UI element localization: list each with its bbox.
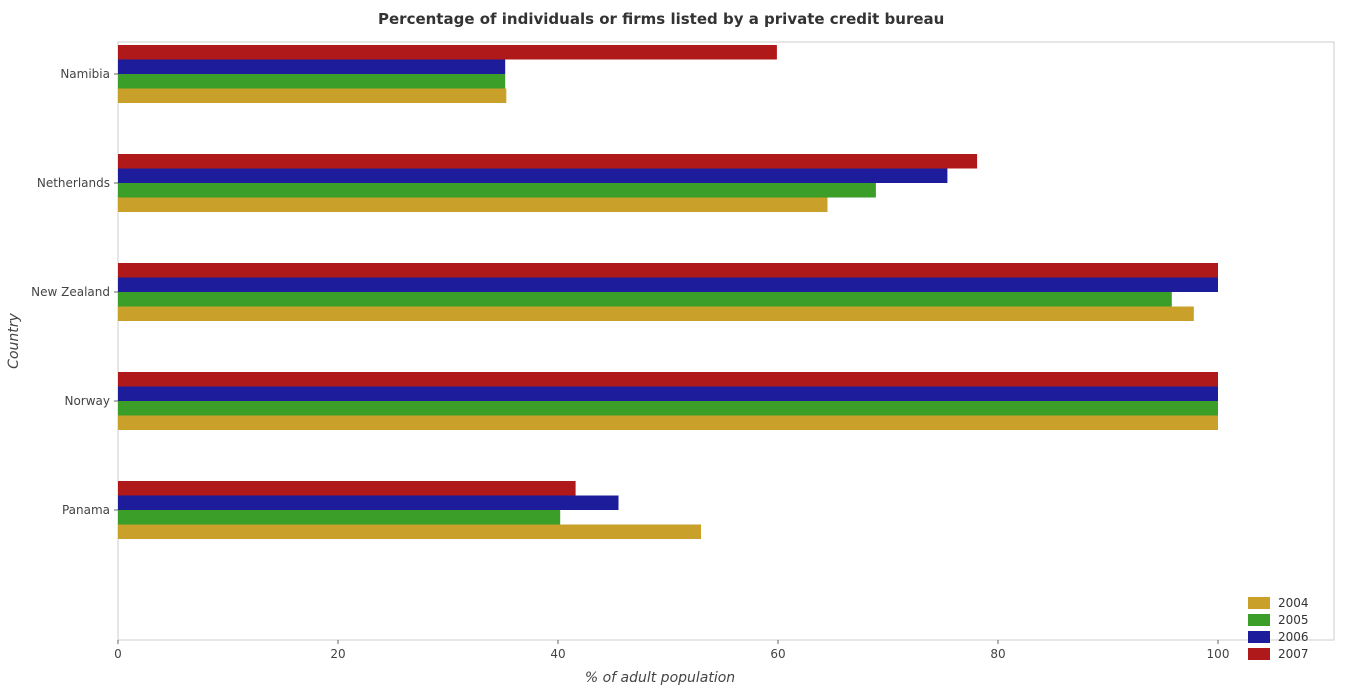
legend-swatch-2004: [1248, 597, 1270, 609]
legend-swatch-2005: [1248, 614, 1270, 626]
bar-new-zealand-2005: [118, 292, 1172, 307]
x-ticks-group: 0 20 40 60 80 100: [114, 640, 1229, 661]
x-tick-label: 0: [114, 647, 122, 661]
bar-namibia-2005: [118, 74, 506, 89]
bar-new-zealand-2007: [118, 263, 1218, 278]
legend-swatch-2007: [1248, 648, 1270, 660]
bar-netherlands-2004: [118, 197, 828, 212]
bar-netherlands-2007: [118, 154, 978, 169]
bars-group: [118, 45, 1218, 539]
bar-norway-2007: [118, 372, 1218, 387]
plot-area: [117, 41, 1335, 641]
bar-panama-2006: [118, 495, 619, 510]
x-tick-label: 80: [990, 647, 1005, 661]
bar-netherlands-2005: [118, 183, 876, 198]
legend-label-2007: 2007: [1278, 647, 1309, 661]
bar-namibia-2006: [118, 59, 506, 74]
legend-label-2006: 2006: [1278, 630, 1309, 644]
y-tick-label: Netherlands: [37, 176, 110, 190]
chart-title: Percentage of individuals or firms liste…: [378, 10, 944, 28]
bar-new-zealand-2006: [118, 277, 1218, 292]
y-tick-label: Namibia: [60, 67, 110, 81]
bar-namibia-2007: [118, 45, 777, 60]
y-tick-label: Panama: [62, 503, 110, 517]
y-tick-label: New Zealand: [31, 285, 110, 299]
bar-panama-2004: [118, 524, 701, 539]
x-axis-label: % of adult population: [585, 670, 735, 686]
legend-label-2004: 2004: [1278, 596, 1309, 610]
bar-namibia-2004: [118, 88, 507, 103]
bar-norway-2006: [118, 386, 1218, 401]
bar-new-zealand-2004: [118, 306, 1194, 321]
x-tick-label: 60: [770, 647, 785, 661]
y-ticks-group: Namibia Netherlands New Zealand Norway Panam…: [31, 67, 118, 517]
x-tick-label: 40: [550, 647, 565, 661]
bar-panama-2007: [118, 481, 576, 496]
bar-norway-2004: [118, 415, 1218, 430]
legend: 2004 2005 2006 2007: [1248, 596, 1309, 661]
y-tick-label: Norway: [64, 394, 110, 408]
legend-swatch-2006: [1248, 631, 1270, 643]
bar-norway-2005: [118, 401, 1218, 416]
bar-netherlands-2006: [118, 168, 948, 183]
legend-label-2005: 2005: [1278, 613, 1309, 627]
bar-panama-2005: [118, 510, 561, 525]
x-tick-label: 20: [330, 647, 345, 661]
y-axis-label: Country: [6, 312, 22, 368]
x-tick-label: 100: [1207, 647, 1230, 661]
